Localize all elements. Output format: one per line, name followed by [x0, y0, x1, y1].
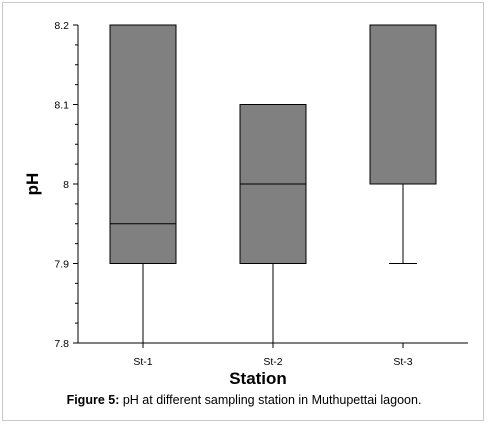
x-tick-label: St-1	[133, 356, 152, 368]
box-st-1	[109, 24, 177, 264]
figure-caption: Figure 5: pH at different sampling stati…	[0, 393, 488, 407]
y-tick-label: 7.8	[54, 338, 69, 350]
caption-label: Figure 5:	[66, 393, 120, 407]
y-tick-label: 7.9	[54, 259, 69, 271]
y-tick-label: 8	[63, 179, 69, 191]
y-axis-title: pH	[23, 173, 42, 196]
box-plot-chart: 7.8 7.9 8 8.1 8.2 pH St-1 St-2 St-3 Station	[23, 20, 468, 388]
x-axis-title: Station	[229, 369, 287, 388]
x-tick-label: St-3	[393, 356, 412, 368]
y-tick-label: 8.2	[54, 20, 69, 32]
y-tick-label: 8.1	[54, 100, 69, 112]
box-st-3	[369, 24, 437, 185]
caption-text: pH at different sampling station in Muth…	[119, 393, 422, 407]
x-tick-label: St-2	[263, 356, 282, 368]
